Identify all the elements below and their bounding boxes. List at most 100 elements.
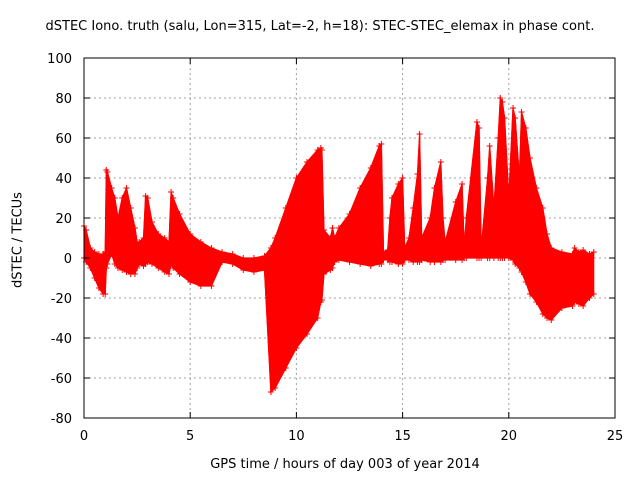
data-point [539,205,546,211]
data-point [544,231,551,237]
data-point [463,215,470,221]
y-axis-label: dSTEC / TECUs [10,192,26,288]
data-point [127,205,134,211]
data-point [558,249,565,255]
y-tick-label: -80 [51,412,72,427]
data-point [571,299,578,305]
data-point [335,257,342,263]
data-point [114,215,121,221]
data-point [539,311,546,317]
data-point [144,195,151,201]
y-tick-label: 20 [55,212,72,227]
y-tick-label: -60 [51,372,72,387]
data-point [431,259,438,265]
data-point [516,265,523,271]
y-tick-label: 0 [64,252,72,267]
data-point [380,249,387,255]
x-tick-label: 15 [394,429,411,444]
data-point [580,247,587,253]
data-point [272,235,279,241]
x-tick-label: 0 [80,429,88,444]
data-point [395,181,402,187]
data-point [497,95,504,101]
data-point [131,225,138,231]
data-point [335,225,342,231]
data-point [176,211,183,217]
data-point [476,125,483,131]
x-tick-label: 20 [501,429,518,444]
data-point [571,245,578,251]
data-point [522,279,529,285]
data-point [197,239,204,245]
data-point [533,299,540,305]
y-axis-ticks: -80 -60 -40 -20 0 20 40 60 80 100 [47,52,615,427]
data-point [136,261,143,267]
data-point [384,247,391,253]
data-point [87,265,94,271]
data-point [261,253,268,259]
data-point [569,303,576,309]
data-point [102,291,109,297]
data-point [161,235,168,241]
data-point [510,105,517,111]
data-point [91,275,98,281]
data-point [461,245,468,251]
data-point [414,171,421,177]
data-point [91,249,98,255]
data-point [304,159,311,165]
data-point [575,249,582,255]
data-point [250,269,257,275]
data-point [318,297,325,303]
data-point [102,249,109,255]
y-tick-label: 100 [47,52,72,67]
data-point [168,261,175,267]
data-point [304,331,311,337]
data-point [229,251,236,257]
data-point [329,265,336,271]
data-point [165,271,172,277]
data-point [490,205,497,211]
data-point [148,219,155,225]
data-point [219,259,226,265]
data-point [123,269,130,275]
data-point [134,265,141,271]
data-point [240,255,247,261]
data-point [437,159,444,165]
data-point [569,251,576,257]
data-point [499,99,506,105]
data-point [527,291,534,297]
data-point [219,249,226,255]
data-point [522,125,529,131]
data-point [478,255,485,261]
data-point [155,231,162,237]
data-point [527,155,534,161]
data-point [388,259,395,265]
data-point [399,261,406,267]
data-point [575,301,582,307]
data-point [357,261,364,267]
data-point [170,265,177,271]
data-point [459,181,466,187]
data-point [119,195,126,201]
data-point [580,303,587,309]
data-point [505,195,512,201]
data-point [136,239,143,245]
data-point [357,185,364,191]
data-point [518,269,525,275]
x-tick-label: 5 [186,429,194,444]
data-point [442,257,449,263]
data-point [197,283,204,289]
data-point [548,245,555,251]
y-tick-label: 60 [55,132,72,147]
data-point [293,175,300,181]
data-point [405,257,412,263]
data-point [416,131,423,137]
data-point [111,261,118,267]
y-tick-label: 80 [55,92,72,107]
data-point [114,265,121,271]
x-tick-label: 10 [288,429,305,444]
data-point [401,245,408,251]
data-point [187,279,194,285]
y-tick-label: -20 [51,292,72,307]
data-point [346,211,353,217]
